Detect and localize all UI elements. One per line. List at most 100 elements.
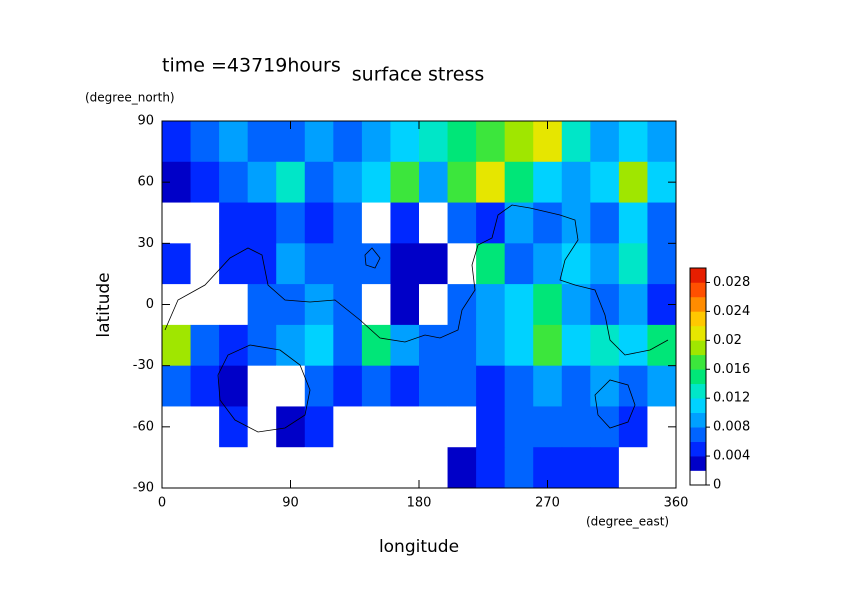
coastline xyxy=(217,344,311,433)
heatmap-cell xyxy=(247,406,277,448)
y-tick-label: 60 xyxy=(137,175,154,190)
heatmap xyxy=(162,121,677,489)
heatmap-cell xyxy=(361,447,391,489)
heatmap-cell xyxy=(504,284,534,326)
heatmap-cell xyxy=(361,365,391,407)
heatmap-cell xyxy=(561,284,591,326)
heatmap-cell xyxy=(561,202,591,244)
heatmap-cell xyxy=(590,161,620,204)
heatmap-cell xyxy=(419,202,449,244)
colorbar-segment xyxy=(690,470,706,486)
y-tick-label: -30 xyxy=(133,358,154,373)
y-tick-label: -60 xyxy=(133,419,154,434)
x-tick-label: 90 xyxy=(282,496,299,511)
heatmap-cell xyxy=(304,406,334,448)
heatmap-cell xyxy=(447,202,477,244)
heatmap-cell xyxy=(333,284,363,326)
heatmap-cell xyxy=(162,365,192,407)
heatmap-cell xyxy=(333,243,363,285)
heatmap-cell xyxy=(561,121,591,163)
colorbar-segment xyxy=(690,427,706,442)
coastline xyxy=(164,204,669,356)
heatmap-cell xyxy=(533,284,563,326)
heatmap-cell xyxy=(247,284,277,326)
heatmap-cell xyxy=(276,284,306,326)
heatmap-cell xyxy=(162,202,192,244)
heatmap-cell xyxy=(647,202,677,244)
heatmap-cell xyxy=(190,121,220,163)
heatmap-cell xyxy=(333,365,363,407)
heatmap-cell xyxy=(304,243,334,285)
heatmap-cell xyxy=(219,121,249,163)
heatmap-cell xyxy=(447,406,477,448)
heatmap-cell xyxy=(419,447,449,489)
heatmap-cell xyxy=(561,243,591,285)
heatmap-cell xyxy=(618,121,648,163)
y-tick-label: 90 xyxy=(137,114,154,129)
heatmap-cell xyxy=(190,284,220,326)
heatmap-cell xyxy=(276,324,306,367)
heatmap-cell xyxy=(304,324,334,367)
heatmap-cell xyxy=(533,406,563,448)
colorbar-segment xyxy=(690,412,706,428)
heatmap-cell xyxy=(247,161,277,204)
heatmap-cell xyxy=(647,365,677,407)
colorbar-segment xyxy=(690,456,706,471)
heatmap-cell xyxy=(419,243,449,285)
heatmap-cell xyxy=(361,284,391,326)
heatmap-cell xyxy=(390,324,420,367)
heatmap-cell xyxy=(504,121,534,163)
colorbar-segment xyxy=(690,383,706,399)
heatmap-cell xyxy=(333,161,363,204)
heatmap-cell xyxy=(190,447,220,489)
colorbar-segment xyxy=(690,268,706,283)
heatmap-cell xyxy=(390,243,420,285)
heatmap-cell xyxy=(419,284,449,326)
heatmap-cell xyxy=(618,202,648,244)
heatmap-cell xyxy=(618,284,648,326)
x-unit: (degree_east) xyxy=(586,515,669,529)
heatmap-cell xyxy=(590,121,620,163)
heatmap-cell xyxy=(276,406,306,448)
y-tick-label: 30 xyxy=(137,236,154,251)
heatmap-cell xyxy=(447,121,477,163)
colorbar-segment xyxy=(690,398,706,413)
heatmap-cell xyxy=(190,243,220,285)
heatmap-cell xyxy=(504,161,534,204)
colorbar-frame xyxy=(689,267,707,486)
heatmap-cell xyxy=(361,324,391,367)
heatmap-cell xyxy=(476,243,506,285)
heatmap-cell xyxy=(504,202,534,244)
heatmap-cell xyxy=(533,365,563,407)
heatmap-cell xyxy=(304,121,334,163)
colorbar-segment xyxy=(690,296,706,312)
x-tick-label: 180 xyxy=(407,496,432,511)
coastlines xyxy=(164,204,669,433)
heatmap-cell xyxy=(390,447,420,489)
heatmap-cell xyxy=(561,161,591,204)
heatmap-cell xyxy=(447,447,477,489)
colorbar-tick-label: 0.012 xyxy=(713,391,750,406)
annotation: time =43719hours xyxy=(162,55,341,77)
heatmap-cell xyxy=(504,406,534,448)
heatmap-cell xyxy=(190,365,220,407)
heatmap-cell xyxy=(304,202,334,244)
heatmap-cell xyxy=(447,243,477,285)
heatmap-cell xyxy=(276,202,306,244)
heatmap-cell xyxy=(447,365,477,407)
heatmap-cell xyxy=(533,243,563,285)
heatmap-cell xyxy=(504,365,534,407)
colorbar-tick-label: 0.028 xyxy=(713,275,750,290)
heatmap-cell xyxy=(333,324,363,367)
heatmap-cell xyxy=(219,324,249,367)
heatmap-cell xyxy=(504,324,534,367)
heatmap-cell xyxy=(447,284,477,326)
x-axis-label: longitude xyxy=(379,537,459,557)
heatmap-cell xyxy=(533,161,563,204)
heatmap-cell xyxy=(390,202,420,244)
heatmap-cell xyxy=(162,243,192,285)
x-tick-label: 270 xyxy=(535,496,560,511)
heatmap-cell xyxy=(219,365,249,407)
heatmap-cell xyxy=(419,161,449,204)
